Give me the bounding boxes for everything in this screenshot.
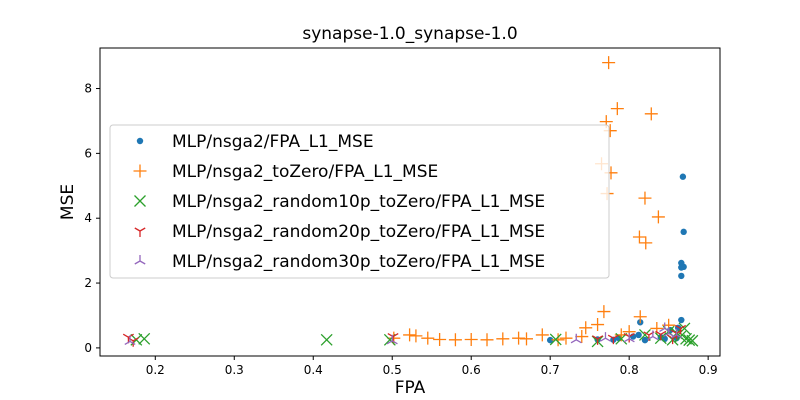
data-point bbox=[597, 305, 611, 319]
chart-title: synapse-1.0_synapse-1.0 bbox=[302, 24, 517, 44]
data-point bbox=[635, 331, 642, 339]
x-tick-label: 0.2 bbox=[146, 363, 165, 377]
series-5 bbox=[124, 322, 683, 345]
data-point bbox=[638, 191, 652, 205]
x-tick-label: 0.4 bbox=[304, 363, 323, 377]
data-point bbox=[671, 328, 683, 339]
data-point bbox=[575, 330, 589, 344]
data-point bbox=[496, 332, 510, 346]
data-point bbox=[651, 210, 665, 224]
data-point bbox=[647, 330, 659, 341]
data-point bbox=[678, 272, 685, 280]
data-point bbox=[320, 333, 333, 346]
x-tick-label: 0.3 bbox=[225, 363, 244, 377]
data-point bbox=[591, 318, 605, 332]
x-tick-label: 0.8 bbox=[620, 363, 639, 377]
legend-item: MLP/nsga2_random20p_toZero/FPA_L1_MSE bbox=[134, 222, 545, 242]
data-point bbox=[663, 327, 675, 337]
data-points bbox=[122, 56, 699, 348]
data-point bbox=[579, 321, 593, 335]
data-point bbox=[602, 56, 616, 70]
legend-item: MLP/nsga2/FPA_L1_MSE bbox=[136, 132, 374, 152]
data-point bbox=[680, 332, 692, 345]
data-point bbox=[570, 333, 582, 344]
data-point bbox=[644, 107, 658, 121]
data-point bbox=[607, 334, 619, 345]
y-tick-label: 8 bbox=[84, 82, 92, 96]
legend-item: MLP/nsga2_random10p_toZero/FPA_L1_MSE bbox=[134, 192, 545, 212]
legend-marker bbox=[134, 195, 146, 207]
legend-frame bbox=[109, 124, 610, 279]
legend-item: MLP/nsga2_random30p_toZero/FPA_L1_MSE bbox=[134, 252, 545, 272]
data-point bbox=[655, 330, 667, 341]
y-tick-label: 0 bbox=[84, 341, 92, 355]
data-point bbox=[610, 102, 624, 116]
data-point bbox=[519, 332, 533, 346]
data-point bbox=[409, 329, 423, 343]
data-point bbox=[535, 328, 549, 342]
x-tick-label: 0.6 bbox=[462, 363, 481, 377]
data-point bbox=[686, 334, 699, 347]
legend-item: MLP/nsga2_toZero/FPA_L1_MSE bbox=[133, 162, 438, 182]
legend-label: MLP/nsga2/FPA_L1_MSE bbox=[172, 132, 374, 152]
data-point bbox=[386, 334, 398, 345]
legend-marker bbox=[136, 137, 144, 145]
data-point bbox=[138, 332, 151, 345]
data-point bbox=[559, 331, 573, 345]
y-tick-label: 6 bbox=[84, 146, 92, 160]
legend: MLP/nsga2/FPA_L1_MSE MLP/nsga2_toZero/FPA… bbox=[109, 124, 610, 279]
y-tick-label: 2 bbox=[84, 276, 92, 290]
data-point bbox=[683, 334, 696, 347]
data-point bbox=[623, 332, 635, 343]
data-point bbox=[448, 333, 462, 347]
x-tick-label: 0.9 bbox=[699, 363, 718, 377]
y-axis-label: MSE bbox=[58, 184, 78, 220]
data-point bbox=[421, 331, 435, 345]
y-tick-label: 4 bbox=[84, 211, 92, 225]
x-tick-label: 0.7 bbox=[541, 363, 560, 377]
plot-frame bbox=[99, 47, 721, 357]
data-point bbox=[387, 331, 401, 345]
legend-marker bbox=[133, 164, 147, 178]
data-point bbox=[680, 228, 687, 236]
data-point bbox=[641, 336, 649, 344]
data-point bbox=[678, 264, 685, 271]
x-axis-label: FPA bbox=[395, 378, 426, 398]
data-point bbox=[551, 333, 565, 347]
data-point bbox=[546, 336, 554, 344]
data-point bbox=[632, 230, 646, 244]
legend-label: MLP/nsga2_random20p_toZero/FPA_L1_MSE bbox=[172, 222, 545, 242]
data-point bbox=[599, 332, 612, 342]
legend-marker bbox=[134, 255, 146, 265]
data-point bbox=[592, 335, 604, 345]
data-point bbox=[124, 335, 136, 345]
data-point bbox=[464, 332, 478, 346]
x-axis-ticks: 0.2 0.3 0.4 0.5 0.6 0.7 0.8 0.9 bbox=[146, 356, 718, 377]
data-point bbox=[639, 236, 653, 250]
data-point bbox=[403, 328, 417, 342]
data-point bbox=[674, 324, 687, 335]
data-point bbox=[650, 321, 664, 335]
legend-marker bbox=[134, 227, 146, 237]
legend-label: MLP/nsga2_random30p_toZero/FPA_L1_MSE bbox=[172, 252, 545, 272]
y-axis-ticks: 0 2 4 6 8 bbox=[84, 82, 100, 355]
data-point bbox=[480, 333, 494, 347]
data-point bbox=[678, 316, 685, 324]
data-point bbox=[549, 333, 562, 346]
data-point bbox=[433, 332, 447, 346]
data-point bbox=[633, 310, 647, 324]
data-point bbox=[679, 173, 687, 180]
x-tick-label: 0.5 bbox=[383, 363, 402, 377]
legend-label: MLP/nsga2_toZero/FPA_L1_MSE bbox=[172, 162, 438, 182]
legend-label: MLP/nsga2_random10p_toZero/FPA_L1_MSE bbox=[172, 192, 545, 212]
